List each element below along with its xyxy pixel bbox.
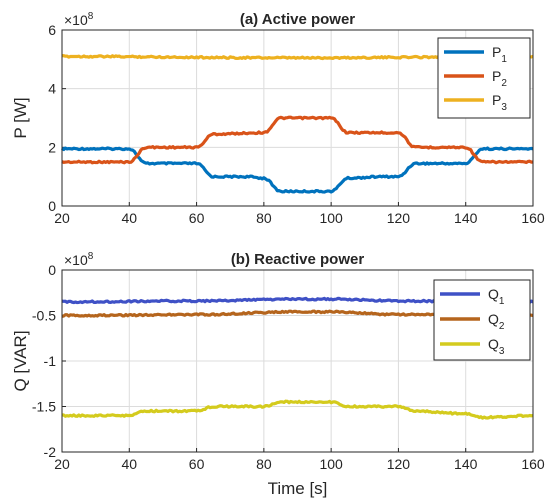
x-tick-label: 140 (454, 456, 478, 472)
x-axis-label: Time [s] (268, 479, 328, 498)
y-exponent-label: ×108 (64, 251, 94, 268)
x-tick-label: 20 (54, 456, 70, 472)
x-tick-label: 20 (54, 210, 70, 226)
x-tick-label: 140 (454, 210, 478, 226)
series-line-p2 (61, 115, 534, 165)
legend: P1 P2 P3 (437, 37, 531, 119)
y-tick-label: 0 (48, 262, 56, 278)
chart-title: (b) Reactive power (231, 251, 365, 268)
y-tick-label: 0 (48, 198, 56, 214)
y-tick-label: 4 (48, 81, 56, 97)
x-tick-label: 100 (319, 456, 343, 472)
x-tick-label: 160 (521, 210, 545, 226)
y-axis-label: Q [VAR] (11, 330, 30, 391)
y-tick-label: -1 (44, 353, 57, 369)
legend-label: P3 (492, 92, 507, 113)
y-axis-label: P [W] (11, 97, 30, 138)
x-tick-label: 40 (121, 210, 137, 226)
axes-box (61, 269, 534, 453)
legend: Q1 Q2 Q3 (433, 279, 531, 361)
y-exponent-label: ×108 (64, 11, 94, 28)
legend-label: Q2 (488, 311, 505, 332)
legend-box (437, 37, 531, 119)
y-tick-label: -1.5 (32, 399, 56, 415)
y-tick-label: 6 (48, 22, 56, 38)
panel-2: 20 40 60 80 100 120 140 160 -2 -1.5 -1 -0.5 0 ×108 (b)… (11, 251, 545, 498)
x-tick-label: 160 (521, 456, 545, 472)
legend-label: P2 (492, 68, 507, 89)
x-tick-label: 120 (387, 456, 411, 472)
y-tick-label: -2 (44, 444, 57, 460)
series-line-q3 (61, 399, 534, 420)
x-tick-label: 40 (121, 456, 137, 472)
x-tick-label: 80 (256, 210, 272, 226)
legend-label: P1 (492, 44, 507, 65)
x-tick-label: 60 (189, 210, 205, 226)
legend-label: Q1 (488, 286, 505, 307)
x-tick-label: 80 (256, 456, 272, 472)
series-line-p1 (60, 146, 534, 194)
x-tick-label: 100 (319, 210, 343, 226)
x-tick-label: 120 (387, 210, 411, 226)
axes-box (61, 29, 534, 207)
x-tick-label: 60 (189, 456, 205, 472)
y-tick-label: 2 (48, 139, 56, 155)
panel-1: 20 40 60 80 100 120 140 160 0 2 4 6 ×108 (a) Active p… (11, 11, 545, 226)
legend-label: Q3 (488, 336, 505, 357)
chart-title: (a) Active power (240, 11, 355, 28)
y-tick-label: -0.5 (32, 308, 56, 324)
